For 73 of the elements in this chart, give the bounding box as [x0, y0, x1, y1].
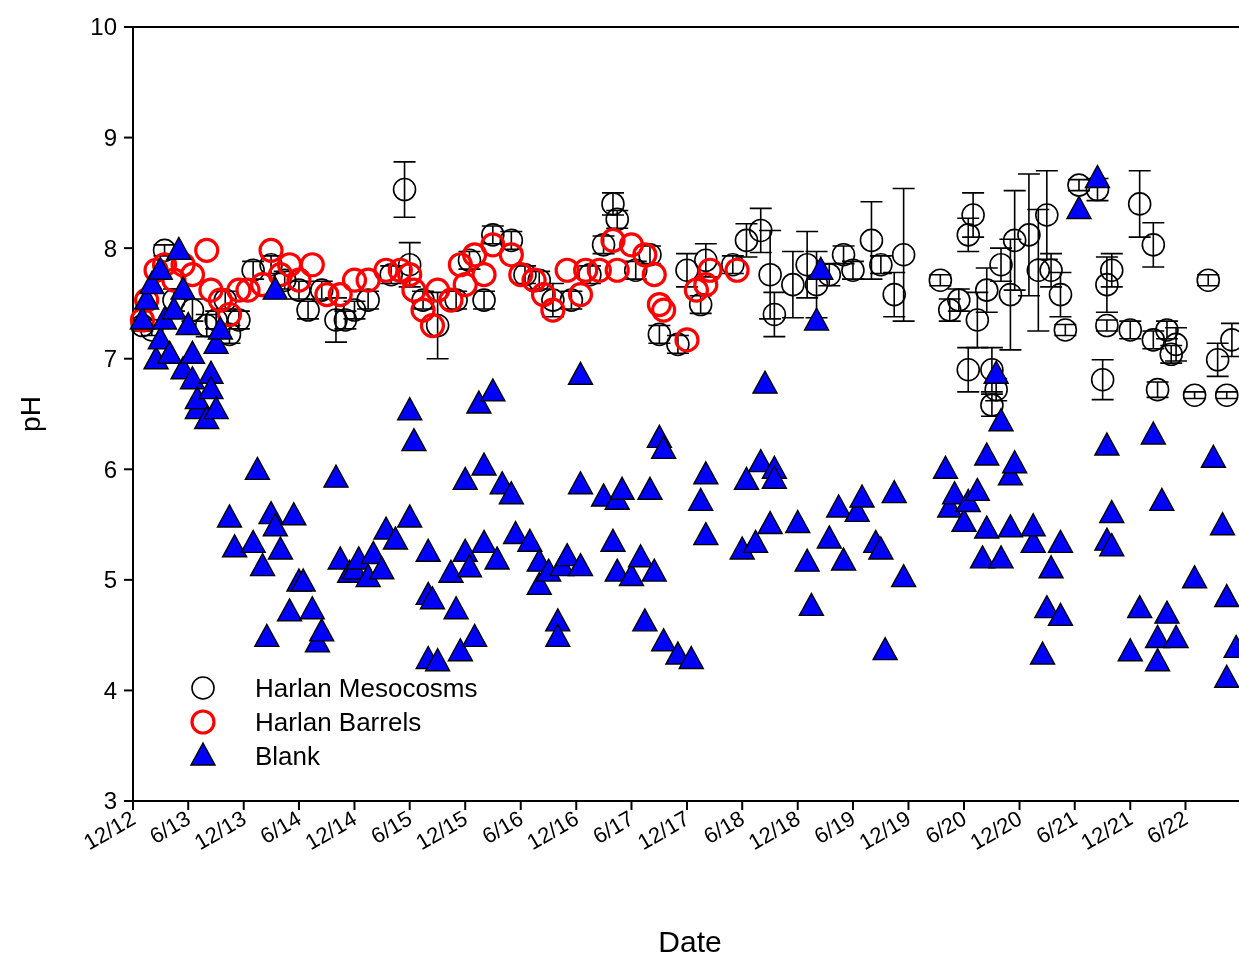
point — [258, 237, 284, 263]
point — [314, 281, 340, 308]
point — [341, 267, 368, 293]
point — [438, 287, 464, 313]
point — [697, 257, 723, 283]
point — [355, 267, 381, 293]
point — [508, 262, 534, 288]
point — [179, 262, 206, 288]
point — [540, 297, 566, 323]
point — [498, 242, 524, 268]
point — [401, 277, 427, 303]
point — [674, 327, 700, 353]
point — [600, 227, 626, 253]
point — [276, 252, 303, 278]
point — [373, 257, 399, 283]
point — [452, 272, 478, 298]
x-tick-label: 6/19 — [809, 805, 860, 849]
point — [651, 297, 677, 323]
y-tick-label: 8 — [103, 234, 117, 262]
point — [530, 281, 557, 308]
point — [327, 281, 353, 308]
x-tick-label: 6/22 — [1142, 805, 1192, 849]
x-tick-label: 6/16 — [477, 805, 528, 849]
point — [226, 277, 252, 303]
point — [299, 252, 325, 278]
y-tick-label: 4 — [103, 676, 117, 704]
point — [387, 257, 413, 283]
point — [286, 267, 312, 293]
point — [641, 262, 667, 288]
y-tick-label: 7 — [103, 345, 117, 373]
point — [235, 277, 261, 303]
y-tick-label: 5 — [103, 566, 117, 594]
point — [554, 257, 580, 283]
x-tick-label: 6/21 — [1031, 805, 1082, 849]
x-axis-title: Date — [658, 925, 722, 957]
point — [618, 232, 645, 258]
x-tick-label: 6/13 — [145, 805, 195, 849]
point — [604, 257, 630, 283]
point — [194, 237, 220, 263]
y-axis-title: pH — [15, 396, 46, 432]
point — [397, 262, 423, 288]
legend-label: Harlan Barrels — [255, 707, 422, 738]
point — [198, 277, 224, 303]
point — [410, 297, 436, 323]
x-tick-label: 6/15 — [366, 805, 417, 849]
point — [521, 267, 547, 293]
point — [216, 301, 243, 328]
point — [683, 277, 710, 303]
y-tick-label: 6 — [103, 455, 117, 483]
legend-label: Blank — [255, 741, 322, 772]
point — [207, 287, 233, 313]
point — [462, 242, 488, 268]
point — [646, 291, 672, 318]
point — [693, 272, 719, 298]
point — [632, 242, 658, 268]
legend-label: Harlan Mesocosms — [255, 673, 478, 704]
point — [425, 277, 451, 303]
x-tick-label: 6/17 — [588, 805, 638, 849]
x-tick-label: 6/20 — [920, 805, 971, 849]
point — [567, 281, 594, 308]
point — [419, 312, 446, 339]
point — [480, 232, 506, 258]
point — [573, 257, 599, 283]
point — [471, 262, 497, 288]
point — [249, 272, 276, 298]
point — [447, 252, 473, 278]
y-tick-label: 10 — [90, 13, 117, 41]
y-tick-label: 9 — [103, 123, 117, 151]
point — [586, 257, 612, 283]
y-tick-label: 3 — [103, 787, 117, 815]
x-tick-label: 6/18 — [699, 805, 749, 849]
x-tick-label: 6/14 — [255, 805, 306, 849]
point — [267, 262, 294, 288]
